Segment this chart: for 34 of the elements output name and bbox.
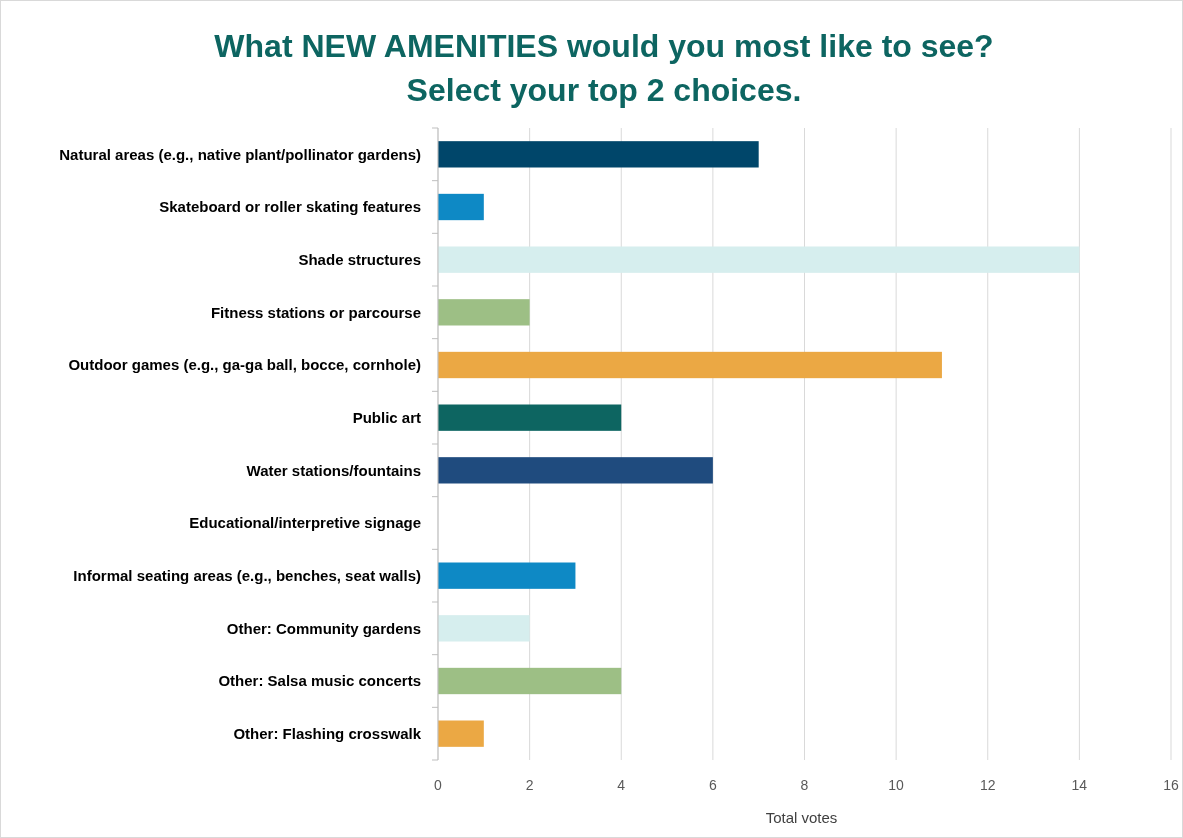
- y-tick-label: Outdoor games (e.g., ga-ga ball, bocce, cornhole): [68, 356, 421, 374]
- x-tick-label: 2: [525, 777, 534, 793]
- bar: [438, 299, 530, 326]
- bar: [438, 404, 622, 431]
- bar: [438, 246, 1080, 273]
- y-tick-label: Water stations/fountains: [246, 461, 421, 479]
- y-tick-label: Informal seating areas (e.g., benches, seat walls): [73, 566, 421, 584]
- bar: [438, 667, 622, 695]
- bar: [438, 457, 713, 484]
- y-tick-label: Shade structures: [298, 250, 421, 268]
- y-tick-label: Skateboard or roller skating features: [159, 198, 421, 216]
- x-tick-label: 8: [800, 777, 809, 793]
- bar: [438, 615, 530, 642]
- y-tick-label: Other: Community gardens: [226, 619, 421, 637]
- bar: [438, 720, 484, 747]
- x-tick-label: 12: [979, 777, 996, 793]
- bar: [438, 351, 942, 379]
- x-tick-label: 10: [888, 777, 905, 793]
- x-axis-title: Total votes: [765, 809, 838, 826]
- bar: [438, 141, 759, 168]
- x-tick-label: 14: [1071, 777, 1088, 793]
- y-tick-label: Educational/interpretive signage: [189, 514, 421, 532]
- y-tick-label: Other: Salsa music concerts: [218, 672, 421, 690]
- x-tick-label: 4: [617, 777, 626, 793]
- y-tick-label: Public art: [352, 408, 421, 426]
- bar: [438, 562, 576, 589]
- y-tick-label: Other: Flashing crosswalk: [233, 724, 422, 742]
- x-tick-label: 16: [1163, 777, 1179, 793]
- chart-title: What NEW AMENITIES would you most like to see? Select your top 2 choices.: [214, 28, 994, 108]
- y-tick-label: Fitness stations or parcourse: [210, 303, 421, 321]
- x-tick-label: 6: [708, 777, 717, 793]
- x-tick-label: 0: [434, 777, 443, 793]
- y-tick-label: Natural areas (e.g., native plant/pollinator gardens): [59, 145, 421, 163]
- bar: [438, 193, 484, 221]
